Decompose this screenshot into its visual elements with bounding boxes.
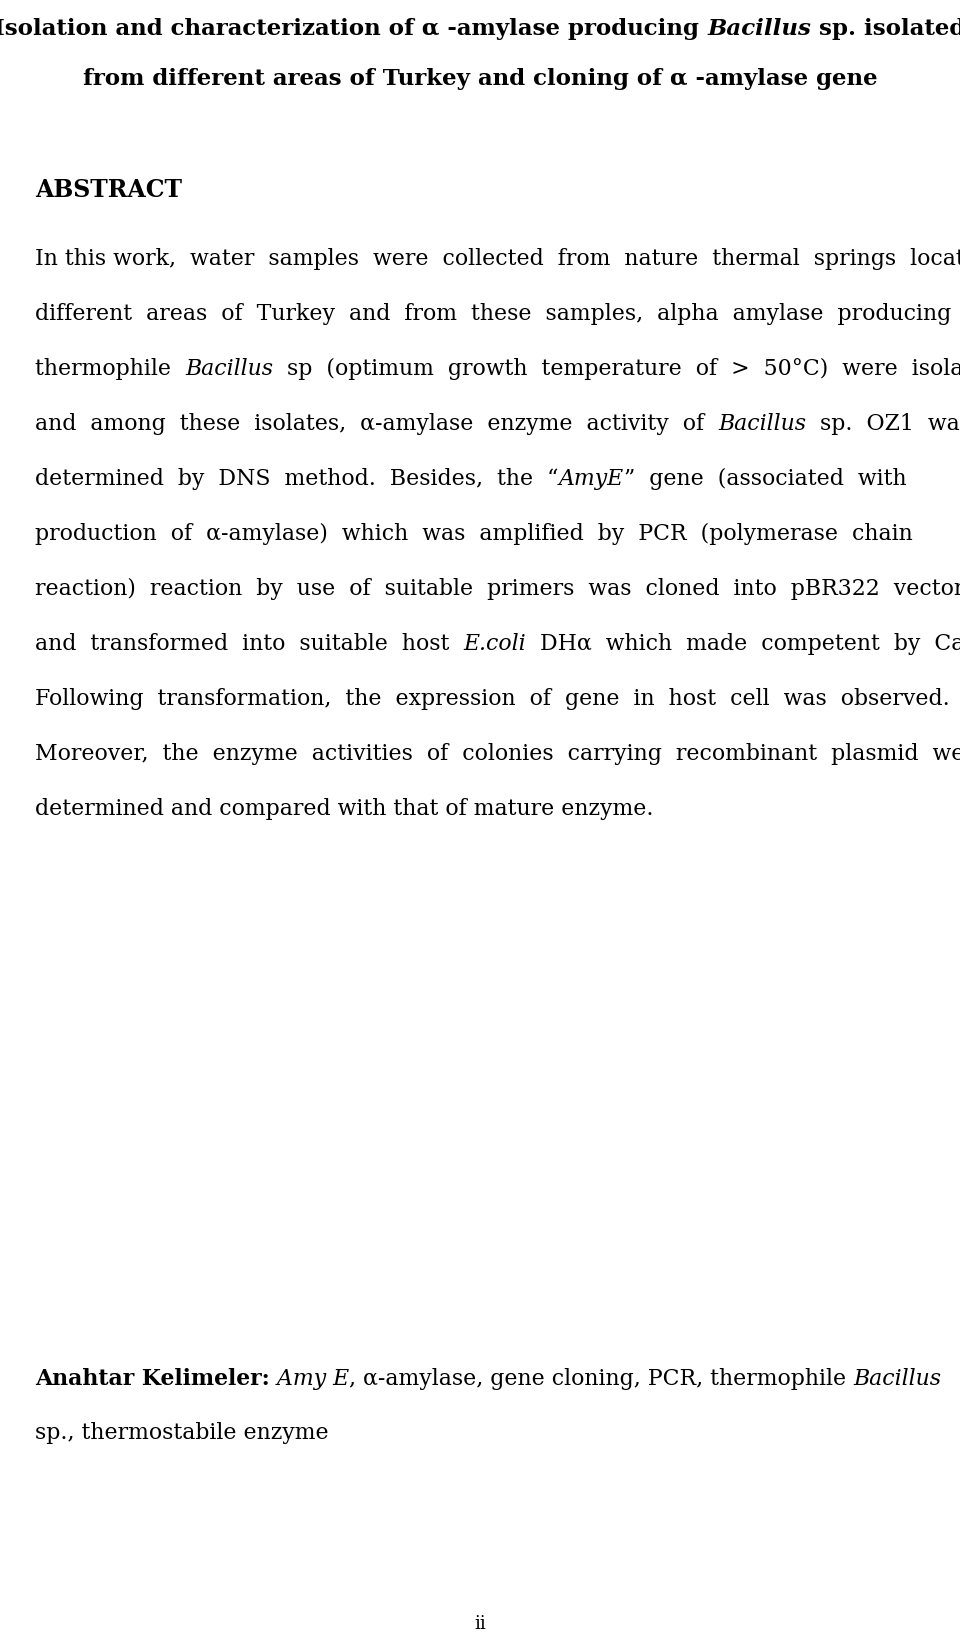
Text: ii: ii <box>474 1615 486 1633</box>
Text: sp.  OZ1  was: sp. OZ1 was <box>806 414 960 435</box>
Text: from different areas of Turkey and cloning of α -amylase gene: from different areas of Turkey and cloni… <box>83 68 877 91</box>
Text: E.coli: E.coli <box>464 633 526 654</box>
Text: determined and compared with that of mature enzyme.: determined and compared with that of mat… <box>35 798 654 821</box>
Text: reaction)  reaction  by  use  of  suitable  primers  was  cloned  into  pBR322  : reaction) reaction by use of suitable pr… <box>35 578 960 600</box>
Text: different  areas  of  Turkey  and  from  these  samples,  alpha  amylase  produc: different areas of Turkey and from these… <box>35 303 951 325</box>
Text: , α-amylase, gene cloning, PCR, thermophile: , α-amylase, gene cloning, PCR, thermoph… <box>348 1368 853 1389</box>
Text: and  transformed  into  suitable  host: and transformed into suitable host <box>35 633 464 654</box>
Text: determined  by  DNS  method.  Besides,  the  “: determined by DNS method. Besides, the “ <box>35 468 559 489</box>
Text: Bacillus: Bacillus <box>718 414 806 435</box>
Text: sp  (optimum  growth  temperature  of  >  50°C)  were  isolated: sp (optimum growth temperature of > 50°C… <box>273 358 960 381</box>
Text: Moreover,  the  enzyme  activities  of  colonies  carrying  recombinant  plasmid: Moreover, the enzyme activities of colon… <box>35 743 960 765</box>
Text: Anahtar Kelimeler:: Anahtar Kelimeler: <box>35 1368 270 1389</box>
Text: Following  transformation,  the  expression  of  gene  in  host  cell  was  obse: Following transformation, the expression… <box>35 687 949 710</box>
Text: and  among  these  isolates,  α-amylase  enzyme  activity  of: and among these isolates, α-amylase enzy… <box>35 414 718 435</box>
Text: production  of  α-amylase)  which  was  amplified  by  PCR  (polymerase  chain: production of α-amylase) which was ampli… <box>35 522 913 545</box>
Text: Bacillus: Bacillus <box>853 1368 941 1389</box>
Text: thermophile: thermophile <box>35 358 185 381</box>
Text: sp. isolated: sp. isolated <box>811 18 960 40</box>
Text: Bacillus: Bacillus <box>708 18 811 40</box>
Text: DHα  which  made  competent  by  CaCl₂.: DHα which made competent by CaCl₂. <box>526 633 960 654</box>
Text: In this work,  water  samples  were  collected  from  nature  thermal  springs  : In this work, water samples were collect… <box>35 247 960 270</box>
Text: Isolation and characterization of α -amylase producing: Isolation and characterization of α -amy… <box>0 18 708 40</box>
Text: sp., thermostabile enzyme: sp., thermostabile enzyme <box>35 1422 328 1444</box>
Text: Amy E: Amy E <box>270 1368 348 1389</box>
Text: ABSTRACT: ABSTRACT <box>35 178 182 203</box>
Text: ”  gene  (associated  with: ” gene (associated with <box>623 468 906 489</box>
Text: AmyE: AmyE <box>559 468 623 489</box>
Text: Bacillus: Bacillus <box>185 358 273 381</box>
